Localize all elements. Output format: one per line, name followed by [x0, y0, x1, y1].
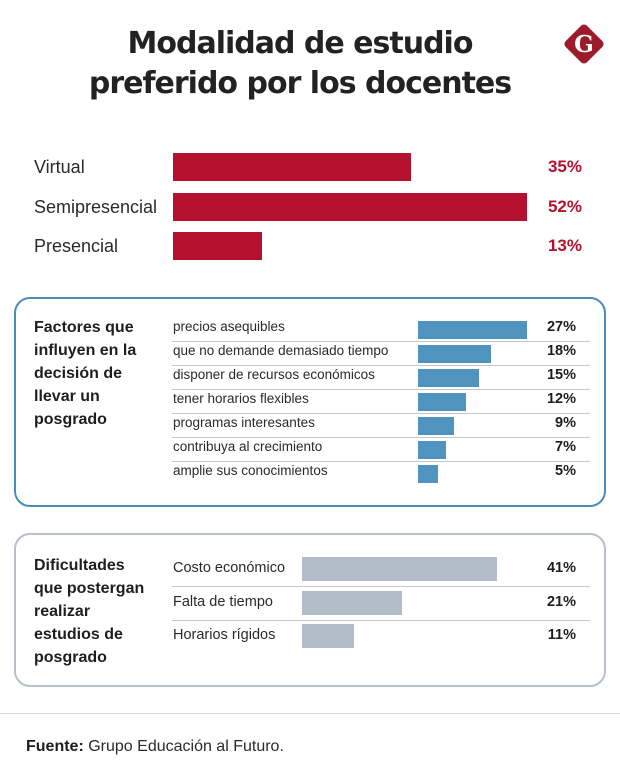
modality-bar [173, 193, 527, 221]
difficulties-panel [14, 533, 606, 687]
difficulty-value: 11% [547, 627, 576, 643]
difficulty-value: 21% [546, 594, 576, 610]
factor-label: contribuya al crecimiento [173, 439, 323, 454]
modality-bar [173, 153, 412, 181]
modality-value: 35% [547, 157, 582, 176]
title-line-1: Modalidad de estudio [127, 26, 474, 61]
difficulties-title-line: realizar [34, 603, 91, 620]
difficulty-label: Costo económico [173, 560, 286, 576]
factor-value: 15% [546, 367, 576, 383]
difficulty-bar [302, 557, 497, 581]
factor-row-divider [172, 413, 590, 414]
factor-bar [418, 393, 467, 411]
logo-letter: G [574, 31, 594, 58]
source-note: Fuente: Grupo Educación al Futuro. [26, 738, 284, 756]
modality-label: Virtual [34, 157, 85, 177]
diamond-g-logo-icon: G [564, 24, 604, 64]
factor-row-divider [172, 461, 590, 462]
difficulties-title-line: posgrado [34, 649, 107, 666]
factor-row-divider [172, 365, 590, 366]
modality-value: 52% [547, 197, 582, 216]
factors-panel [14, 297, 606, 507]
factor-bar [418, 417, 455, 435]
factor-label: disponer de recursos económicos [173, 367, 375, 382]
factor-bar [418, 345, 491, 363]
factor-label: que no demande demasiado tiempo [173, 343, 389, 358]
difficulty-bar [302, 591, 402, 615]
difficulty-row-divider [172, 620, 590, 621]
title-line-2: preferido por los docentes [88, 66, 512, 101]
difficulties-title: Dificultades que postergan realizar estu… [34, 554, 164, 669]
source-label: Fuente: [26, 738, 84, 755]
modality-bar [173, 232, 262, 260]
factor-bar [418, 465, 439, 483]
factor-value: 9% [555, 415, 576, 431]
factor-label: precios asequibles [173, 319, 285, 334]
factor-value: 27% [546, 319, 576, 335]
factor-value: 7% [555, 439, 576, 455]
factors-title-line: llevar un [34, 388, 100, 405]
difficulty-value: 41% [546, 560, 576, 576]
factors-title: Factores que influyen en la decisión de … [34, 316, 164, 431]
factor-bar [418, 441, 447, 459]
factors-title-line: Factores que [34, 319, 134, 336]
factor-bar [418, 321, 527, 339]
difficulty-row-divider [172, 586, 590, 587]
factor-row-divider [172, 389, 590, 390]
footer-divider [0, 713, 620, 714]
factor-bar [418, 369, 479, 387]
factor-value: 12% [546, 391, 576, 407]
difficulty-bar [302, 624, 355, 648]
factor-label: tener horarios flexibles [173, 391, 309, 406]
modality-label: Semipresencial [34, 197, 158, 217]
factor-value: 5% [555, 463, 576, 479]
factor-label: amplie sus conocimientos [173, 463, 328, 478]
factor-label: programas interesantes [173, 415, 315, 430]
difficulties-title-line: Dificultades [34, 557, 125, 574]
logo-diamond [564, 24, 604, 64]
factor-row-divider [172, 341, 590, 342]
modality-value: 13% [547, 236, 582, 255]
factors-title-line: posgrado [34, 411, 107, 428]
factors-title-line: influyen en la [34, 342, 137, 359]
difficulties-title-line: estudios de [34, 626, 123, 643]
modality-label: Presencial [34, 236, 119, 256]
source-text: Grupo Educación al Futuro. [83, 738, 284, 755]
chart-title: Modalidad de estudio preferido por los d… [60, 24, 540, 104]
difficulty-label: Horarios rígidos [173, 627, 276, 643]
difficulty-label: Falta de tiempo [173, 594, 273, 610]
difficulties-title-line: que postergan [34, 580, 145, 597]
factor-row-divider [172, 437, 590, 438]
factors-title-line: decisión de [34, 365, 123, 382]
factor-value: 18% [546, 343, 576, 359]
